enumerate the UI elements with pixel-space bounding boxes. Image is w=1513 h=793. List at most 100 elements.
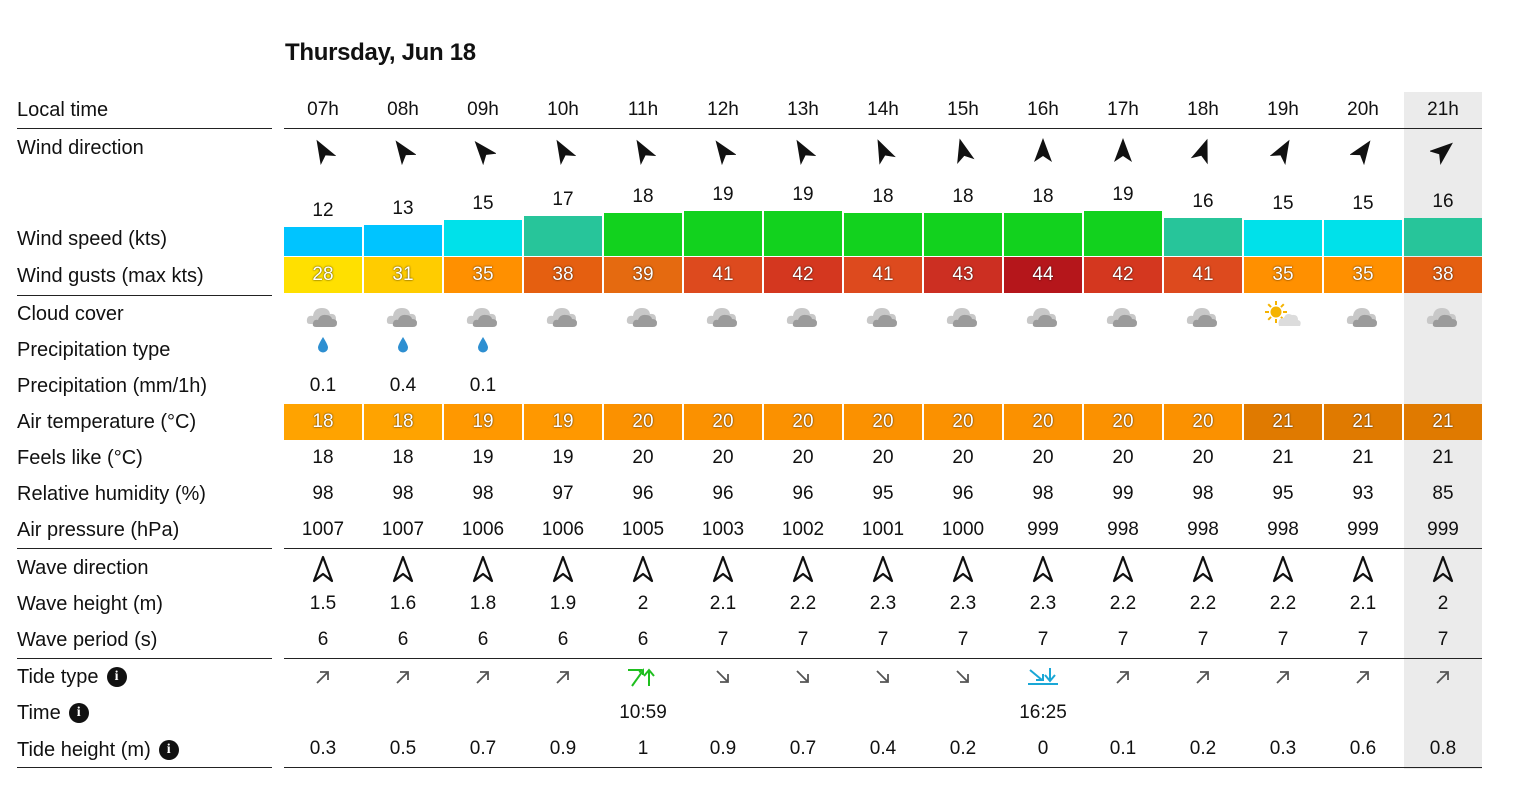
air-temperature-value: 20 (1004, 404, 1082, 440)
cloud-icon (924, 299, 1002, 331)
wave-period-value: 7 (877, 629, 889, 650)
wave-period-value: 7 (1037, 629, 1049, 650)
tide-height-info-icon[interactable]: i (158, 740, 179, 760)
wind-speed-value: 18 (872, 186, 894, 207)
label-tide-type: Tide type i (17, 663, 127, 691)
hour-header: 15h (947, 99, 979, 120)
tide-time-value (844, 699, 922, 727)
label-feels-like: Feels like (°C) (17, 446, 143, 469)
wave-height-value: 1.9 (549, 593, 577, 614)
cloud-icon (1404, 299, 1482, 331)
wind-gust-value: 28 (284, 257, 362, 293)
feels-like-value: 20 (1112, 447, 1134, 468)
wind-speed-value: 16 (1432, 191, 1454, 212)
wind-direction-arrow-icon (444, 136, 522, 166)
hour-header: 16h (1027, 99, 1059, 120)
tide-height-value: 0.3 (1269, 738, 1297, 759)
label-tide-height-text: Tide height (m) (17, 738, 151, 761)
wind-speed-bar (1404, 218, 1482, 256)
hour-header: 19h (1267, 99, 1299, 120)
wind-gust-value: 39 (604, 257, 682, 293)
pressure-value: 999 (1427, 519, 1459, 540)
tide-falling-icon (764, 664, 842, 690)
hour-header: 13h (787, 99, 819, 120)
wave-height-value: 2.3 (949, 593, 977, 614)
wave-direction-arrow-icon (284, 554, 362, 584)
wave-height-value: 2 (1437, 593, 1449, 614)
wind-direction-arrow-icon (1084, 136, 1162, 166)
wind-gust-value: 35 (1324, 257, 1402, 293)
wind-speed-bar (444, 220, 522, 256)
tide-rising-icon (524, 664, 602, 690)
hour-header: 09h (467, 99, 499, 120)
label-wind-gusts: Wind gusts (max kts) (17, 264, 204, 287)
label-precipitation-type: Precipitation type (17, 338, 171, 361)
humidity-value: 95 (872, 483, 894, 504)
pressure-value: 1001 (861, 519, 905, 540)
feels-like-value: 19 (552, 447, 574, 468)
wave-direction-arrow-icon (844, 554, 922, 584)
wind-speed-bar (524, 216, 602, 256)
wave-direction-arrow-icon (684, 554, 762, 584)
separator (17, 767, 272, 768)
feels-like-value: 21 (1352, 447, 1374, 468)
feels-like-value: 19 (472, 447, 494, 468)
wind-speed-bar (1324, 220, 1402, 256)
pressure-value: 1005 (621, 519, 665, 540)
tide-time-value (1084, 699, 1162, 727)
air-temperature-value: 20 (924, 404, 1002, 440)
tide-type-info-icon[interactable]: i (106, 667, 127, 687)
wave-period-value: 7 (717, 629, 729, 650)
tide-falling-icon (684, 664, 762, 690)
pressure-value: 999 (1027, 519, 1059, 540)
precip-type-empty (1004, 334, 1082, 356)
feels-like-value: 18 (312, 447, 334, 468)
tide-height-value: 0.2 (949, 738, 977, 759)
wave-period-value: 7 (957, 629, 969, 650)
humidity-value: 98 (472, 483, 494, 504)
wave-direction-arrow-icon (1084, 554, 1162, 584)
wave-period-value: 6 (557, 629, 569, 650)
label-precipitation: Precipitation (mm/1h) (17, 374, 208, 397)
air-temperature-value: 20 (684, 404, 762, 440)
wave-period-value: 7 (1117, 629, 1129, 650)
precip-type-empty (1244, 334, 1322, 356)
separator (17, 658, 272, 659)
wave-height-value: 1.6 (389, 593, 417, 614)
wind-speed-value: 16 (1192, 191, 1214, 212)
cloud-icon (1324, 299, 1402, 331)
cloud-icon (844, 299, 922, 331)
precipitation-value (1324, 372, 1402, 400)
wind-gust-value: 35 (444, 257, 522, 293)
tide-time-value (1324, 699, 1402, 727)
humidity-value: 98 (1032, 483, 1054, 504)
wind-speed-value: 18 (632, 186, 654, 207)
wave-height-value: 2.2 (1189, 593, 1217, 614)
wave-period-value: 7 (797, 629, 809, 650)
cloud-rain-icon (284, 299, 362, 331)
wind-gust-value: 31 (364, 257, 442, 293)
grid-separator (284, 128, 1482, 129)
tide-time-value (444, 699, 522, 727)
wave-height-value: 2.2 (1269, 593, 1297, 614)
wind-gust-value: 38 (1404, 257, 1482, 293)
tide-time-info-icon[interactable]: i (68, 703, 89, 723)
tide-time-value: 16:25 (1019, 702, 1067, 723)
wave-height-value: 2.2 (1109, 593, 1137, 614)
cloud-icon (1164, 299, 1242, 331)
feels-like-value: 20 (792, 447, 814, 468)
wind-speed-value: 19 (712, 184, 734, 205)
wind-gust-value: 35 (1244, 257, 1322, 293)
tide-time-value (764, 699, 842, 727)
humidity-value: 98 (392, 483, 414, 504)
wave-direction-arrow-icon (604, 554, 682, 584)
precipitation-value (1404, 372, 1482, 400)
hour-header: 11h (627, 99, 659, 120)
feels-like-value: 20 (712, 447, 734, 468)
precipitation-value (924, 372, 1002, 400)
humidity-value: 85 (1432, 483, 1454, 504)
precip-type-empty (1164, 334, 1242, 356)
wind-speed-value: 15 (1352, 193, 1374, 214)
label-relative-humidity: Relative humidity (%) (17, 482, 206, 505)
wave-direction-arrow-icon (444, 554, 522, 584)
